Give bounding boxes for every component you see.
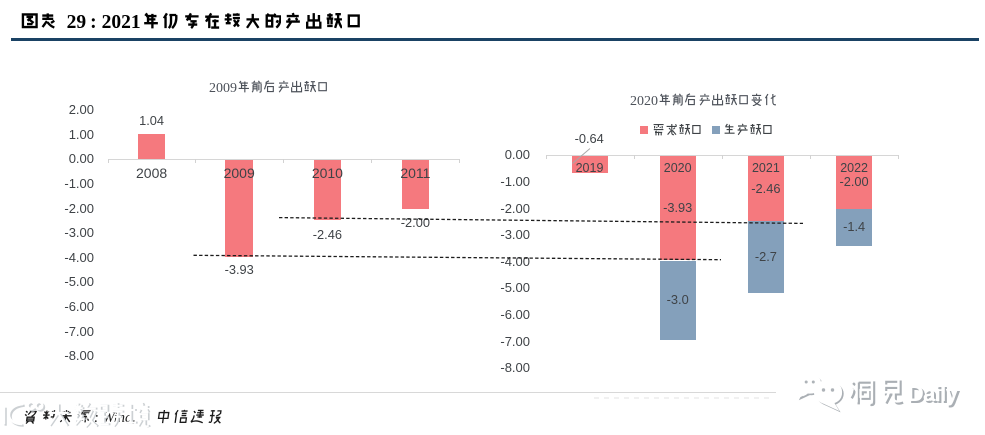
svg-text:Daily: Daily [908, 381, 959, 406]
svg-text:Daily: Daily [910, 383, 961, 408]
